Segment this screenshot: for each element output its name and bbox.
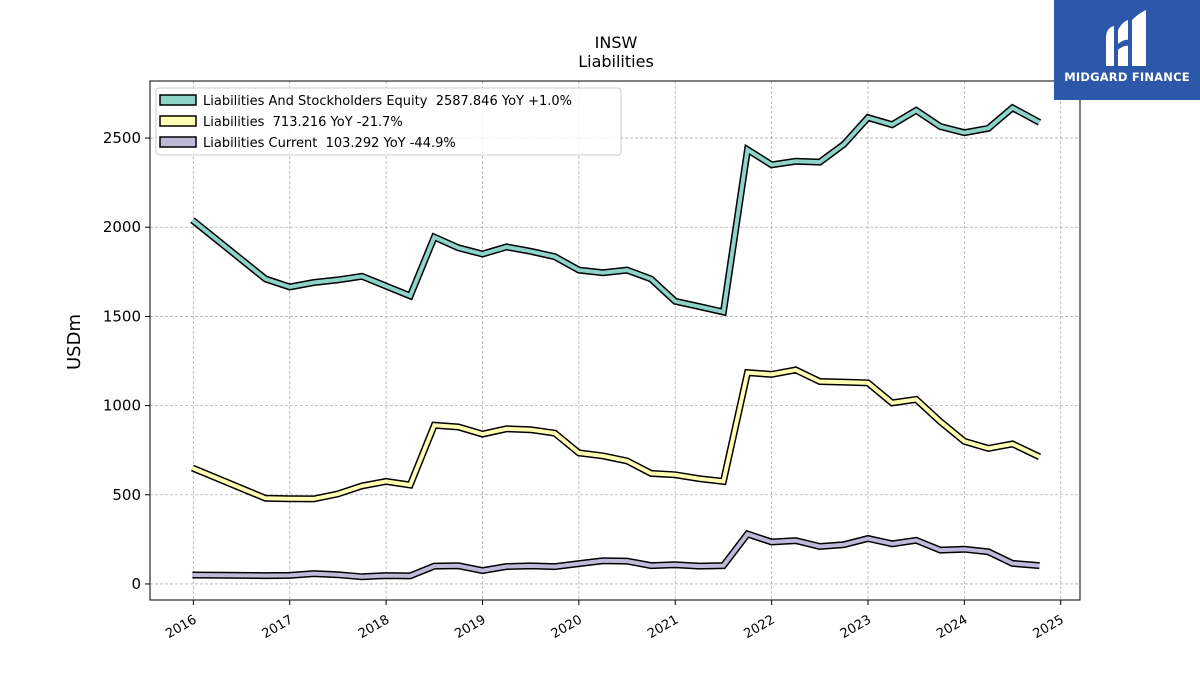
x-tick-label-6: 2022 <box>741 612 777 642</box>
series-line-1 <box>191 367 1041 501</box>
plot-frame <box>149 80 1081 601</box>
x-tick-label-3: 2019 <box>452 612 488 642</box>
y-tick-label-3: 1500 <box>103 307 141 325</box>
y-axis-label: USDm <box>64 314 85 370</box>
midgard-finance-logo: MIDGARD FINANCE <box>1054 0 1200 100</box>
legend: Liabilities And Stockholders Equity 2587… <box>155 87 622 156</box>
logo-text: MIDGARD FINANCE <box>1064 70 1190 84</box>
logo-mark-icon <box>1106 10 1146 66</box>
series-outline-1 <box>191 366 1042 503</box>
legend-label-1: Liabilities 713.216 YoY -21.7% <box>203 115 403 130</box>
x-tick-label-7: 2023 <box>838 612 874 642</box>
series-group <box>190 103 1042 581</box>
legend-swatch-0 <box>159 94 197 106</box>
x-tick-label-8: 2024 <box>934 612 970 642</box>
series-line-0 <box>191 105 1041 315</box>
legend-swatch-1 <box>159 115 197 127</box>
x-tick-label-9: 2025 <box>1031 612 1067 642</box>
chart-subtitle: Liabilities <box>578 52 654 71</box>
x-tick-label-5: 2021 <box>645 612 681 642</box>
y-tick-label-5: 2500 <box>103 129 141 147</box>
y-tick-label-0: 0 <box>131 575 141 593</box>
x-tick-label-1: 2017 <box>260 612 296 642</box>
series-line-2 <box>192 531 1040 579</box>
y-axis: 0 500 1000 1500 2000 2500 <box>103 129 150 593</box>
y-tick-label-2: 1000 <box>103 397 141 415</box>
grid <box>150 81 1080 600</box>
legend-label-0: Liabilities And Stockholders Equity 2587… <box>203 94 572 109</box>
y-tick-label-1: 500 <box>112 486 141 504</box>
x-tick-label-0: 2016 <box>163 612 199 642</box>
legend-swatch-2 <box>159 136 197 148</box>
x-tick-label-2: 2018 <box>356 612 392 642</box>
y-tick-label-4: 2000 <box>103 218 141 236</box>
legend-box <box>155 87 622 156</box>
chart-title: INSW <box>595 33 638 52</box>
legend-label-2: Liabilities Current 103.292 YoY -44.9% <box>203 136 456 151</box>
x-axis: 2016 2017 2018 2019 2020 2021 2022 2023 2024 2025 <box>163 600 1067 642</box>
x-tick-label-4: 2020 <box>549 612 585 642</box>
